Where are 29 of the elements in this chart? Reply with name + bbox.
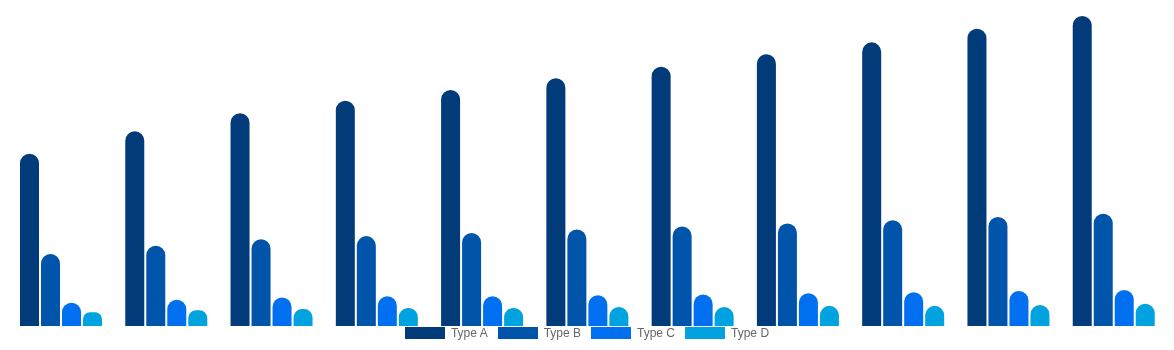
bar: [883, 220, 903, 326]
bar: [20, 153, 39, 326]
bar: [462, 233, 482, 326]
bar: [335, 100, 355, 326]
bar: [651, 66, 671, 326]
bar: [356, 236, 376, 326]
bar: [41, 254, 60, 326]
bar: [862, 42, 882, 326]
bar: [988, 216, 1008, 326]
legend-label: Type C: [637, 326, 676, 340]
bar: [967, 28, 987, 326]
bar: [777, 223, 797, 326]
legend-label: Type B: [543, 326, 582, 340]
bar: [1009, 290, 1029, 326]
bar: [904, 292, 924, 326]
legend-label: Type D: [731, 326, 770, 340]
bar: [146, 245, 166, 326]
bar: [672, 226, 692, 326]
bar: [1093, 213, 1113, 326]
bar: [125, 131, 145, 326]
legend-label: Type A: [450, 326, 488, 340]
bar: [1072, 16, 1092, 326]
bar: [251, 239, 271, 326]
bar: [546, 78, 566, 326]
bar: [230, 113, 250, 326]
bar: [798, 293, 818, 326]
bar: [567, 229, 587, 326]
bar: [756, 54, 776, 326]
bar: [1114, 290, 1134, 326]
